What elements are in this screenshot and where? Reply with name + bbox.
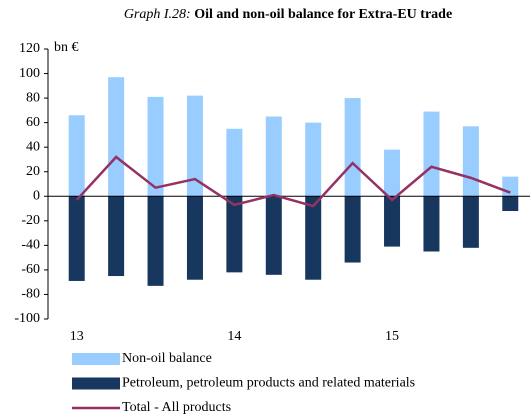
bar [186,196,203,280]
bar [384,196,401,247]
legend-swatch [72,377,120,390]
y-tick-label: -20 [21,213,40,228]
bar [423,111,440,197]
y-axis-label: bn € [54,40,79,55]
legend-swatch [72,353,120,365]
bar [305,122,322,197]
y-tick-label: -40 [21,238,40,253]
bar [108,77,125,197]
legend-label: Non-oil balance [122,351,212,366]
bar [462,126,479,197]
y-tick-label: 120 [19,41,40,56]
bar [68,196,85,281]
y-tick-label: 60 [26,115,40,130]
legend-label: Total - All products [122,400,231,415]
bar [305,196,322,280]
legend-label: Petroleum, petroleum products and relate… [122,376,415,391]
bar [344,98,361,197]
y-tick-label: 80 [26,90,40,105]
bar [108,196,125,277]
y-tick-label: 40 [26,139,40,154]
bar [265,116,282,197]
bar [226,196,243,273]
bar [68,115,85,197]
y-tick-label: 100 [19,66,40,81]
y-tick-label: -60 [21,262,40,277]
y-tick-label: 20 [26,164,40,179]
y-tick-label: -100 [14,311,40,326]
bar [226,128,243,197]
line [75,155,511,208]
bar [502,176,519,197]
chart-title: Oil and non-oil balance for Extra-EU tra… [194,7,452,22]
bar [384,149,401,197]
x-tick-label: 14 [227,329,241,344]
y-tick-label: -80 [21,287,40,302]
chart-title-line: Graph I.28: Oil and non-oil balance for … [124,7,452,22]
bar [502,196,519,211]
bar [462,196,479,248]
bar [147,96,164,197]
x-tick-label: 13 [70,329,84,344]
title-label: Graph I.28: [124,7,191,22]
x-tick-label: 15 [385,329,399,344]
bar [344,196,361,263]
bar [186,95,203,197]
y-tick-label: 0 [33,188,40,203]
bar [423,196,440,252]
bar [147,196,164,286]
bar [265,196,282,275]
